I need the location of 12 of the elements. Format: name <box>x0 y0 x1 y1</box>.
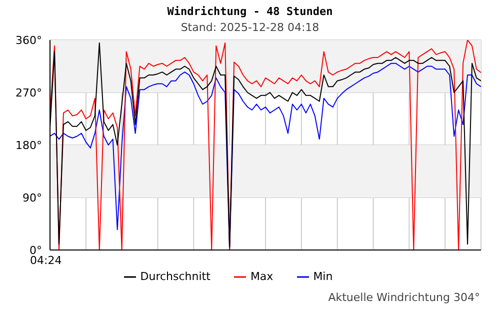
legend-label: Min <box>313 270 333 283</box>
y-tick-label: 0° <box>30 244 42 257</box>
y-tick-label: 270° <box>16 86 42 100</box>
chart-title: Windrichtung - 48 Stunden <box>166 5 334 18</box>
y-tick-label: 360° <box>16 34 42 47</box>
chart-subtitle: Stand: 2025-12-28 04:18 <box>180 21 320 34</box>
legend-label: Durchschnitt <box>140 270 210 283</box>
y-tick-label: 180° <box>16 138 42 152</box>
legend-label: Max <box>250 270 274 283</box>
y-tick-label: 90° <box>22 191 42 204</box>
text: 04:24 <box>30 254 62 267</box>
text: Aktuelle Windrichtung 304° <box>328 291 480 304</box>
